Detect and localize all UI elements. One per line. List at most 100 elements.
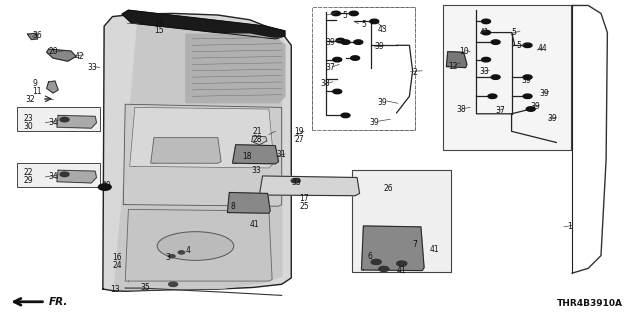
Text: 41: 41 — [397, 266, 406, 276]
Polygon shape — [115, 18, 282, 290]
Text: 28: 28 — [253, 135, 262, 144]
Text: 7: 7 — [413, 240, 417, 249]
Circle shape — [481, 30, 490, 35]
Circle shape — [60, 172, 69, 177]
Text: 18: 18 — [242, 152, 252, 161]
Text: 44: 44 — [537, 44, 547, 53]
Text: 35: 35 — [140, 283, 150, 292]
Text: 9: 9 — [33, 79, 38, 88]
Text: 41: 41 — [430, 245, 440, 254]
Text: 31: 31 — [276, 150, 286, 159]
Text: FR.: FR. — [49, 297, 68, 307]
Circle shape — [526, 107, 535, 111]
Text: 33: 33 — [292, 178, 301, 187]
Polygon shape — [447, 52, 467, 68]
Text: 39: 39 — [369, 118, 379, 127]
Text: 11: 11 — [33, 87, 42, 96]
Text: 20: 20 — [49, 47, 58, 56]
Bar — [312, 7, 415, 130]
Circle shape — [370, 19, 379, 24]
Circle shape — [60, 117, 69, 122]
Bar — [17, 108, 100, 131]
Polygon shape — [227, 193, 270, 213]
Text: 39: 39 — [540, 89, 549, 98]
Circle shape — [291, 179, 300, 183]
Text: 3: 3 — [166, 253, 170, 262]
Bar — [312, 7, 415, 130]
Circle shape — [481, 19, 490, 24]
Bar — [352, 170, 451, 271]
Circle shape — [351, 56, 360, 60]
Text: 39: 39 — [531, 102, 541, 111]
Circle shape — [99, 184, 111, 190]
Text: 5: 5 — [342, 11, 348, 20]
Text: 33: 33 — [87, 63, 97, 72]
Text: 39: 39 — [547, 114, 557, 123]
Circle shape — [523, 75, 532, 79]
Text: 12: 12 — [448, 61, 457, 70]
Polygon shape — [232, 145, 278, 164]
Text: 41: 41 — [479, 28, 489, 37]
Text: 36: 36 — [33, 31, 42, 40]
Circle shape — [371, 260, 381, 265]
Circle shape — [354, 40, 363, 44]
Text: 34: 34 — [49, 118, 58, 127]
Polygon shape — [151, 138, 221, 163]
Polygon shape — [57, 116, 97, 128]
Polygon shape — [28, 33, 38, 40]
Circle shape — [523, 43, 532, 48]
Text: 34: 34 — [49, 172, 58, 181]
Text: 32: 32 — [25, 95, 35, 104]
Text: 23: 23 — [23, 114, 33, 123]
Text: 5: 5 — [516, 41, 522, 51]
Polygon shape — [57, 170, 97, 183]
Text: 16: 16 — [113, 253, 122, 262]
Text: 30: 30 — [23, 122, 33, 131]
Circle shape — [333, 89, 342, 94]
Text: 1: 1 — [567, 222, 572, 231]
Text: 26: 26 — [384, 184, 394, 193]
Bar — [17, 163, 100, 187]
Circle shape — [341, 113, 350, 118]
Text: 37: 37 — [495, 106, 506, 115]
Polygon shape — [125, 209, 272, 281]
Text: 38: 38 — [457, 105, 467, 114]
Polygon shape — [47, 49, 76, 61]
Text: 17: 17 — [300, 194, 309, 204]
Text: 10: 10 — [460, 46, 469, 56]
Circle shape — [488, 94, 497, 99]
Circle shape — [491, 40, 500, 44]
Polygon shape — [124, 104, 282, 206]
Text: 38: 38 — [320, 79, 330, 88]
Text: 8: 8 — [230, 202, 236, 211]
Circle shape — [523, 94, 532, 99]
Polygon shape — [252, 136, 267, 145]
Text: 6: 6 — [368, 252, 372, 261]
Text: 13: 13 — [111, 285, 120, 294]
Circle shape — [169, 282, 177, 286]
Text: 14: 14 — [154, 19, 164, 28]
Circle shape — [336, 38, 345, 43]
Text: 39: 39 — [374, 42, 384, 52]
Ellipse shape — [157, 232, 234, 260]
Text: 15: 15 — [154, 27, 164, 36]
Circle shape — [341, 40, 350, 44]
Circle shape — [178, 251, 184, 254]
Text: 33: 33 — [479, 67, 490, 76]
Circle shape — [332, 11, 340, 16]
Circle shape — [379, 267, 389, 271]
Polygon shape — [130, 108, 274, 168]
Text: 40: 40 — [102, 181, 111, 190]
Circle shape — [169, 255, 175, 258]
Text: 25: 25 — [300, 202, 309, 211]
Circle shape — [333, 57, 342, 62]
Polygon shape — [47, 81, 58, 93]
Text: 27: 27 — [294, 135, 304, 144]
Polygon shape — [122, 10, 285, 39]
Text: 39: 39 — [325, 38, 335, 47]
Circle shape — [349, 11, 358, 16]
Text: 39: 39 — [521, 76, 531, 85]
Text: THR4B3910A: THR4B3910A — [557, 299, 623, 308]
Text: 4: 4 — [186, 246, 191, 255]
Polygon shape — [259, 176, 360, 196]
